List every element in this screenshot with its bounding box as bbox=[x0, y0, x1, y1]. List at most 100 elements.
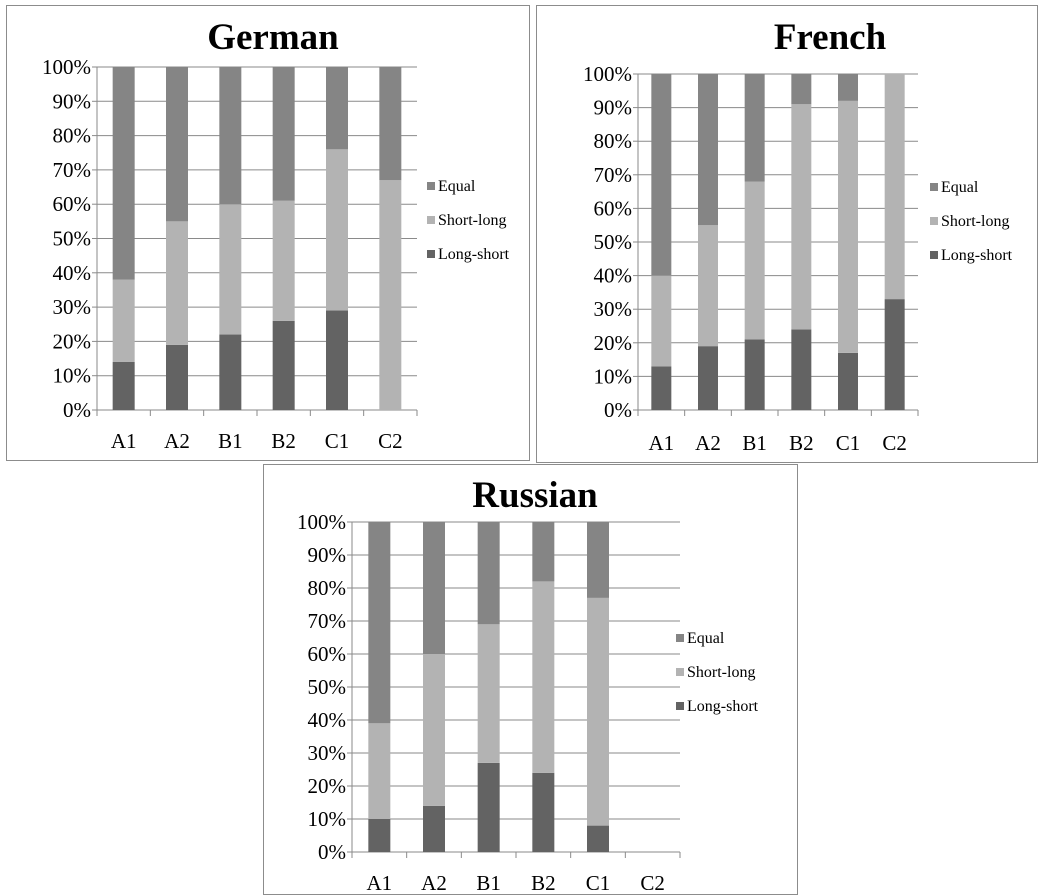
german-legend-label-equal: Equal bbox=[438, 178, 476, 195]
german-y-tick-30-pct: 30% bbox=[53, 295, 92, 319]
russian-y-tick-80-pct: 80% bbox=[308, 576, 347, 600]
german-legend-swatch-long-short bbox=[427, 250, 435, 258]
russian-bar-b2-equal bbox=[532, 522, 555, 582]
russian-bar-b2-short-long bbox=[532, 581, 555, 773]
russian-x-tick-a1: A1 bbox=[366, 871, 392, 895]
french-x-tick-a1: A1 bbox=[648, 431, 674, 455]
russian-y-tick-100-pct: 100% bbox=[297, 510, 346, 534]
french-y-tick-10-pct: 10% bbox=[594, 364, 633, 388]
russian-bar-a2-equal bbox=[423, 522, 445, 654]
russian-y-tick-60-pct: 60% bbox=[308, 642, 347, 666]
german-y-tick-20-pct: 20% bbox=[53, 329, 92, 353]
german-legend-label-long-short: Long-short bbox=[438, 246, 510, 263]
french-y-tick-40-pct: 40% bbox=[594, 264, 633, 288]
russian-bar-a1-long-short bbox=[368, 819, 391, 852]
german-bar-b1-long-short bbox=[219, 334, 242, 410]
german-bar-c2-equal bbox=[379, 67, 402, 181]
russian-chart-title: Russian bbox=[472, 475, 598, 516]
french-bar-a1-long-short bbox=[651, 366, 672, 410]
russian-bar-b2-long-short bbox=[532, 772, 555, 852]
russian-x-tick-c2: C2 bbox=[640, 871, 665, 895]
french-y-tick-80-pct: 80% bbox=[594, 129, 633, 153]
russian-bar-c1-equal bbox=[587, 522, 609, 598]
german-bar-c2-short-long bbox=[379, 180, 402, 410]
french-legend-label-long-short: Long-short bbox=[941, 247, 1013, 264]
french-bar-a2-long-short bbox=[698, 346, 718, 410]
german-bar-c1-short-long bbox=[326, 149, 348, 311]
german-x-tick-b1: B1 bbox=[218, 429, 243, 453]
german-y-tick-100-pct: 100% bbox=[42, 55, 91, 79]
russian-bar-a2-long-short bbox=[423, 805, 445, 852]
french-y-tick-50-pct: 50% bbox=[594, 230, 633, 254]
french-x-tick-b2: B2 bbox=[789, 431, 814, 455]
french-bar-c2-long-short bbox=[884, 299, 905, 410]
french-bar-a2-short-long bbox=[698, 225, 718, 347]
french-y-tick-20-pct: 20% bbox=[594, 331, 633, 355]
german-y-tick-90-pct: 90% bbox=[53, 89, 92, 113]
russian-legend-swatch-long-short bbox=[676, 702, 684, 710]
german-legend-swatch-short-long bbox=[427, 216, 435, 224]
russian-bar-c1-long-short bbox=[587, 825, 609, 852]
russian-chart-panel: Russian 0% 10% 20% 30% 40% 50% 60% 70% 80% 90% 100%… bbox=[263, 464, 798, 895]
french-bar-c2-short-long bbox=[884, 74, 905, 300]
french-x-tick-c2: C2 bbox=[882, 431, 907, 455]
german-bar-b2-short-long bbox=[272, 200, 295, 321]
german-y-tick-80-pct: 80% bbox=[53, 124, 92, 148]
french-y-tick-60-pct: 60% bbox=[594, 196, 633, 220]
german-y-tick-10-pct: 10% bbox=[53, 364, 92, 388]
french-bar-b1-short-long bbox=[744, 181, 765, 340]
german-chart-panel: German 0% 10% 20% 30% 40% 50% 60% 70% 80% 90% 100% A… bbox=[6, 5, 530, 461]
french-legend-swatch-equal bbox=[930, 183, 938, 191]
german-bar-a2-equal bbox=[166, 67, 188, 222]
french-bar-c1-equal bbox=[838, 74, 858, 101]
french-bar-a1-short-long bbox=[651, 275, 672, 367]
french-legend-swatch-short-long bbox=[930, 217, 938, 225]
german-y-tick-50-pct: 50% bbox=[53, 227, 92, 251]
french-y-tick-0-pct: 0% bbox=[604, 398, 632, 422]
french-legend-label-equal: Equal bbox=[941, 179, 979, 196]
russian-bar-b1-short-long bbox=[477, 624, 500, 763]
russian-bar-a1-equal bbox=[368, 522, 391, 724]
russian-y-tick-50-pct: 50% bbox=[308, 675, 347, 699]
french-bar-a1-equal bbox=[651, 74, 672, 276]
german-chart-title: German bbox=[207, 17, 339, 58]
french-legend-swatch-long-short bbox=[930, 251, 938, 259]
german-y-tick-70-pct: 70% bbox=[53, 158, 92, 182]
german-y-tick-40-pct: 40% bbox=[53, 261, 92, 285]
french-y-tick-30-pct: 30% bbox=[594, 297, 633, 321]
french-y-tick-90-pct: 90% bbox=[594, 96, 633, 120]
russian-legend-label-long-short: Long-short bbox=[687, 698, 759, 715]
french-legend-label-short-long: Short-long bbox=[941, 213, 1009, 230]
russian-legend-label-short-long: Short-long bbox=[687, 664, 755, 681]
russian-y-tick-20-pct: 20% bbox=[308, 774, 347, 798]
french-bar-b2-short-long bbox=[791, 104, 812, 330]
french-chart-title: French bbox=[774, 17, 887, 58]
russian-y-tick-70-pct: 70% bbox=[308, 609, 347, 633]
german-chart: German 0% 10% 20% 30% 40% 50% 60% 70% 80% 90% 100% A… bbox=[42, 17, 510, 453]
french-x-tick-a2: A2 bbox=[695, 431, 721, 455]
russian-bar-a2-short-long bbox=[423, 654, 445, 806]
french-x-tick-b1: B1 bbox=[742, 431, 767, 455]
russian-y-tick-40-pct: 40% bbox=[308, 708, 347, 732]
german-x-tick-c2: C2 bbox=[378, 429, 403, 453]
russian-legend-swatch-equal bbox=[676, 634, 684, 642]
german-bar-a2-long-short bbox=[166, 344, 188, 410]
german-legend-swatch-equal bbox=[427, 182, 435, 190]
french-x-tick-c1: C1 bbox=[836, 431, 861, 455]
german-bar-a1-equal bbox=[112, 67, 135, 280]
german-bar-a1-short-long bbox=[112, 279, 135, 362]
french-chart-panel: French 0% 10% 20% 30% 40% 50% 60% 70% 80% 90% 100% A… bbox=[536, 5, 1038, 463]
german-y-tick-0-pct: 0% bbox=[63, 398, 91, 422]
french-y-tick-70-pct: 70% bbox=[594, 163, 633, 187]
german-legend-label-short-long: Short-long bbox=[438, 212, 506, 229]
russian-legend-swatch-short-long bbox=[676, 668, 684, 676]
german-bar-c1-equal bbox=[326, 67, 348, 150]
french-y-tick-100-pct: 100% bbox=[583, 62, 632, 86]
german-bar-a2-short-long bbox=[166, 221, 188, 345]
german-bar-c1-long-short bbox=[326, 310, 348, 410]
french-bar-b1-long-short bbox=[744, 339, 765, 410]
russian-bar-a1-short-long bbox=[368, 723, 391, 819]
french-bar-b2-equal bbox=[791, 74, 812, 105]
french-bar-c1-long-short bbox=[838, 352, 858, 410]
russian-y-tick-0-pct: 0% bbox=[318, 840, 346, 864]
